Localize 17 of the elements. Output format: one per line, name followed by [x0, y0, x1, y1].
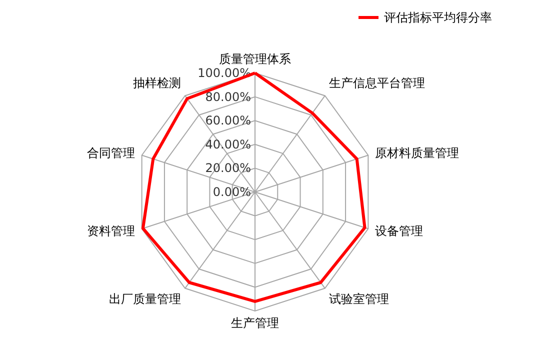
y-tick-label: 60.00%	[205, 114, 251, 128]
spoke-label: 设备管理	[374, 224, 423, 238]
y-tick-label: 20.00%	[205, 161, 251, 176]
spoke-label: 合同管理	[87, 146, 136, 160]
spoke-label: 原材料质量管理	[374, 146, 459, 160]
y-tick-label: 80.00%	[205, 90, 251, 104]
y-tick-label: 100.00%	[198, 66, 251, 80]
legend-label: 评估指标平均得分率	[384, 10, 492, 24]
spoke-label: 出厂质量管理	[108, 292, 181, 306]
y-tick-label: 0.00%	[212, 185, 251, 199]
spoke-label: 生产信息平台管理	[329, 76, 426, 90]
spoke-label: 质量管理体系	[219, 52, 291, 66]
spoke-label: 生产管理	[231, 316, 279, 330]
spoke-label: 试验室管理	[329, 292, 390, 306]
y-tick-label: 40.00%	[205, 137, 251, 152]
spoke-label: 资料管理	[87, 224, 136, 238]
spoke-label: 抽样检测	[132, 76, 181, 90]
